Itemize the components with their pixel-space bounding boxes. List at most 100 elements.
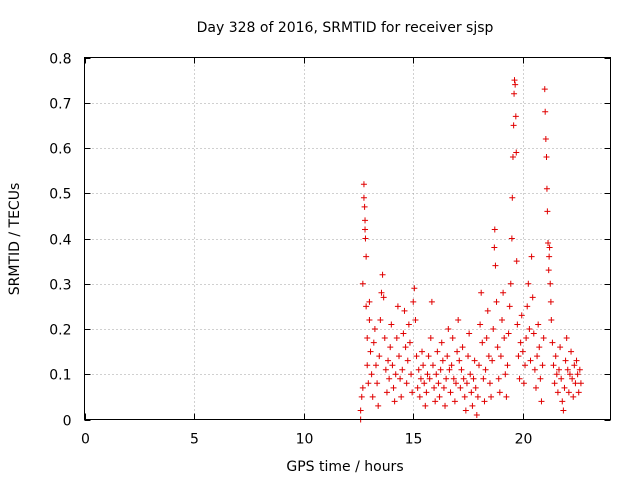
data-point [416,393,423,400]
data-point [505,330,512,337]
data-point [370,339,377,346]
data-point [363,303,370,310]
data-point [499,316,506,323]
data-point [362,217,369,224]
data-point [479,339,486,346]
x-tick-label: 5 [190,432,199,448]
data-point [481,398,488,405]
data-point [491,244,498,251]
data-point [399,366,406,373]
data-point [554,389,561,396]
data-point [429,362,436,369]
data-point [537,375,544,382]
data-point [400,330,407,337]
data-point [504,362,511,369]
data-point [433,371,440,378]
data-point [570,393,577,400]
data-point [360,194,367,201]
data-point [468,389,475,396]
data-point [426,375,433,382]
data-point [404,357,411,364]
data-point [557,344,564,351]
data-point [466,330,473,337]
data-point [434,348,441,355]
x-tick-label: 10 [296,432,314,448]
data-point [457,384,464,391]
data-point [452,380,459,387]
x-tick-label: 15 [405,432,423,448]
data-point [571,362,578,369]
data-point [428,298,435,305]
data-point [389,362,396,369]
data-point [381,335,388,342]
data-point [435,380,442,387]
data-point [366,316,373,323]
data-point [572,380,579,387]
data-point [566,371,573,378]
data-point [527,357,534,364]
data-points [357,77,584,423]
y-tick-label: 0.8 [49,52,71,68]
data-point [425,353,432,360]
data-point [541,86,548,93]
x-axis-label: GPS time / hours [286,459,403,475]
data-point [496,389,503,396]
data-point [543,154,550,161]
data-point [375,402,382,409]
data-point [440,384,447,391]
data-point [414,384,421,391]
data-point [394,303,401,310]
data-point [421,380,428,387]
data-point [460,375,467,382]
data-point [448,362,455,369]
data-point [569,375,576,382]
data-point [550,362,557,369]
data-point [517,339,524,346]
data-point [473,411,480,418]
data-point [470,375,477,382]
data-point [509,154,516,161]
data-point [544,208,551,215]
data-point [459,344,466,351]
data-point [358,393,365,400]
data-point [422,402,429,409]
data-point [549,339,556,346]
y-axis-label: SRMTID / TECUs [7,183,23,296]
data-point [455,316,462,323]
y-tick-label: 0.5 [49,187,71,203]
data-point [393,335,400,342]
data-point [436,393,443,400]
data-point [548,316,555,323]
data-point [372,362,379,369]
data-point [519,348,526,355]
data-point [524,303,531,310]
data-point [510,122,517,129]
data-point [507,280,514,287]
data-point [492,262,499,269]
data-point [462,407,469,414]
data-point [471,357,478,364]
data-point [532,384,539,391]
data-point [454,348,461,355]
data-point [406,339,413,346]
data-point [552,353,559,360]
data-point [561,384,568,391]
data-point [576,366,583,373]
data-point [449,335,456,342]
data-point [420,362,427,369]
data-point [396,353,403,360]
data-point [403,380,410,387]
data-point [364,362,371,369]
data-point [530,330,537,337]
data-point [509,194,516,201]
data-point [535,321,542,328]
data-point [377,316,384,323]
data-point [415,366,422,373]
data-point [364,335,371,342]
data-point [446,366,453,373]
data-point [387,344,394,351]
data-point [525,280,532,287]
data-point [536,344,543,351]
data-point [514,321,521,328]
data-point [392,371,399,378]
